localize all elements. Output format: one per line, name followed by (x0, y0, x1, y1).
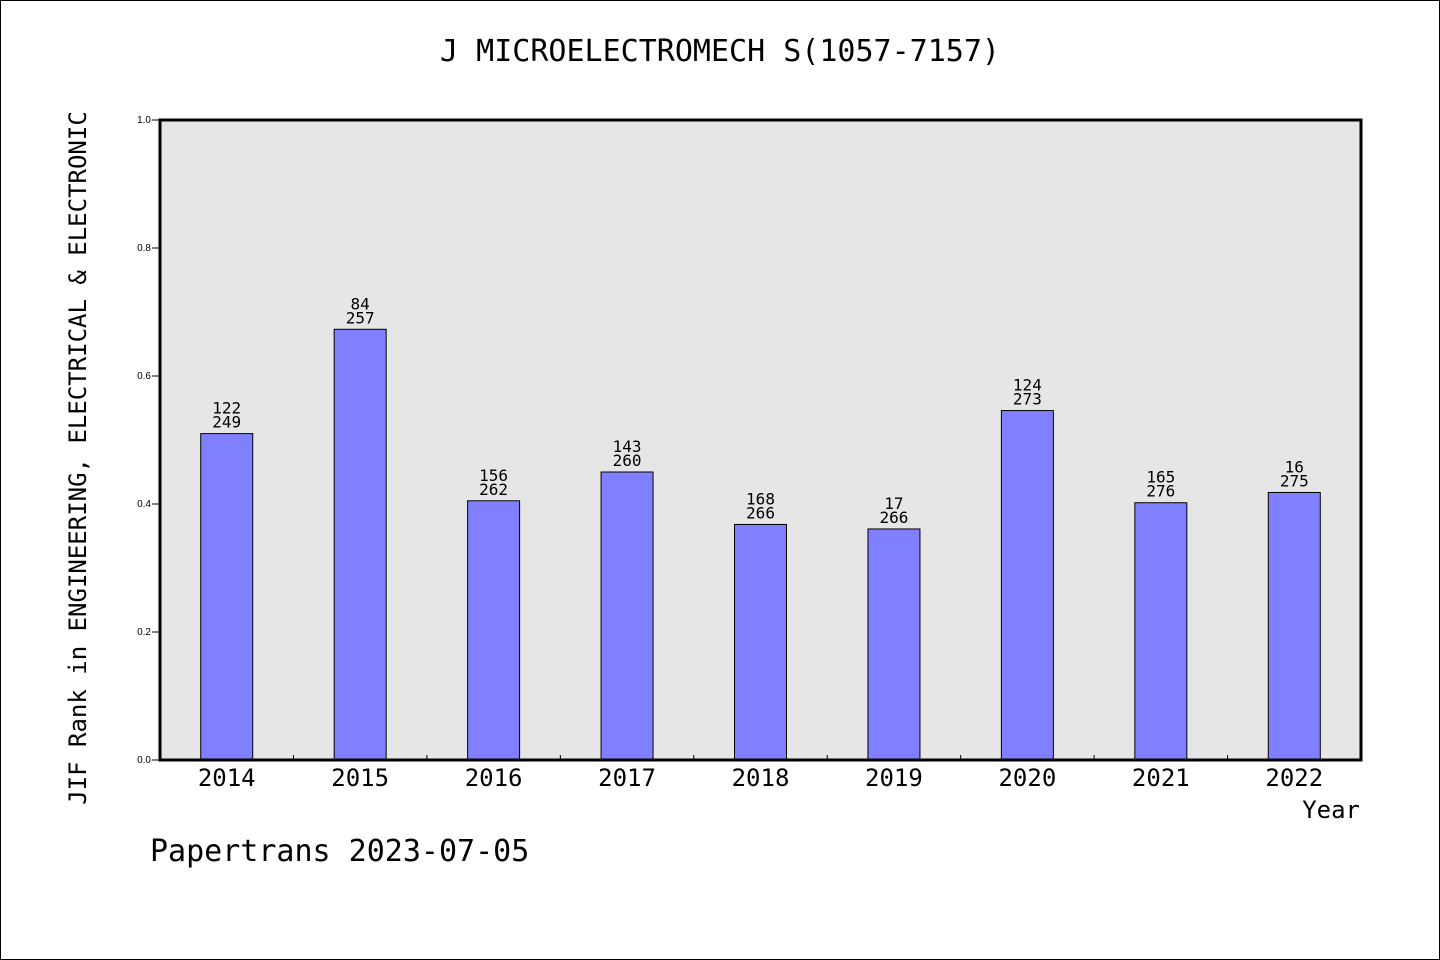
bar-rank-label: 84 (351, 294, 370, 313)
y-tick-label: 0.4 (137, 499, 151, 510)
x-tick-label: 2021 (1132, 764, 1190, 792)
x-axis-label: Year (1302, 796, 1360, 824)
bar (867, 528, 921, 761)
bar (200, 433, 254, 761)
bar-total-label: 260 (613, 451, 642, 470)
bar (333, 328, 387, 761)
bar-rank-label: 17 (884, 494, 903, 513)
bar-total-label: 266 (879, 508, 908, 527)
plot-border (158, 118, 1363, 762)
bar-rank-label: 143 (613, 437, 642, 456)
y-tick-label: 0.2 (137, 627, 151, 638)
bar-total-label: 275 (1280, 471, 1309, 490)
bar (1267, 491, 1321, 761)
bar-total-label: 257 (346, 308, 375, 327)
footer-credit: Papertrans 2023-07-05 (150, 834, 530, 869)
x-tick-label: 2018 (732, 764, 790, 792)
y-tick-label: 0.6 (137, 371, 151, 382)
bar-rank-label: 156 (479, 466, 508, 485)
bar-total-label: 266 (746, 503, 775, 522)
x-tick-label: 2016 (465, 764, 523, 792)
bar-rank-label: 165 (1146, 468, 1175, 487)
bar (1000, 410, 1054, 761)
x-tick-label: 2019 (865, 764, 923, 792)
bar (467, 500, 521, 761)
y-tick-label: 0.8 (137, 243, 151, 254)
x-tick-label: 2015 (331, 764, 389, 792)
bar-rank-label: 124 (1013, 376, 1042, 395)
bar-rank-label: 168 (746, 489, 775, 508)
bar (734, 523, 787, 761)
chart-title: J MICROELECTROMECH S(1057-7157) (440, 34, 1000, 69)
x-tick-label: 2014 (198, 764, 256, 792)
bar-total-label: 276 (1146, 482, 1175, 501)
x-tick-label: 2022 (1265, 764, 1323, 792)
bar-total-label: 249 (212, 413, 241, 432)
bar (1134, 502, 1188, 761)
bar-total-label: 262 (479, 480, 508, 499)
bar-rank-label: 122 (212, 399, 241, 418)
y-tick-label: 0.0 (137, 755, 151, 766)
y-tick-label: 1.0 (137, 115, 151, 126)
bar-rank-label: 16 (1285, 457, 1304, 476)
bar (600, 471, 654, 761)
x-tick-label: 2020 (998, 764, 1056, 792)
x-tick-label: 2017 (598, 764, 656, 792)
bar-total-label: 273 (1013, 390, 1042, 409)
